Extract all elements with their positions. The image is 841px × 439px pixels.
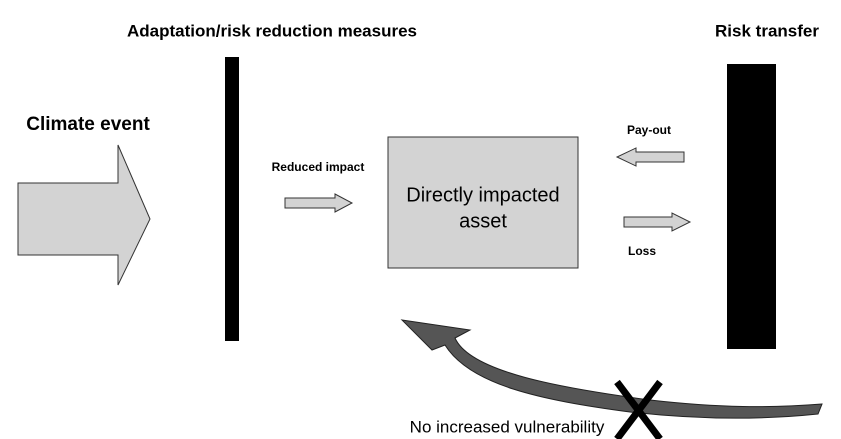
loss-label: Loss (628, 244, 656, 258)
asset-label: Directly impacted (406, 184, 559, 206)
left-title: Adaptation/risk reduction measures (127, 21, 417, 40)
loss-arrow (623, 212, 692, 232)
barrier-bar (225, 57, 239, 341)
feedback-swoosh (400, 319, 823, 419)
right-title: Risk transfer (715, 21, 819, 40)
reduced-impact-label: Reduced impact (272, 160, 365, 174)
payout-arrow (615, 147, 685, 167)
asset-label: asset (459, 210, 507, 232)
climate-arrow (17, 144, 151, 286)
cross-mark (614, 379, 663, 439)
footer-label: No increased vulnerability (410, 417, 605, 436)
payout-label: Pay-out (627, 123, 671, 137)
reduced-impact-arrow (284, 193, 354, 213)
risk-transfer-bar (727, 64, 776, 349)
asset-box (387, 136, 579, 269)
climate-event-label: Climate event (26, 114, 150, 135)
